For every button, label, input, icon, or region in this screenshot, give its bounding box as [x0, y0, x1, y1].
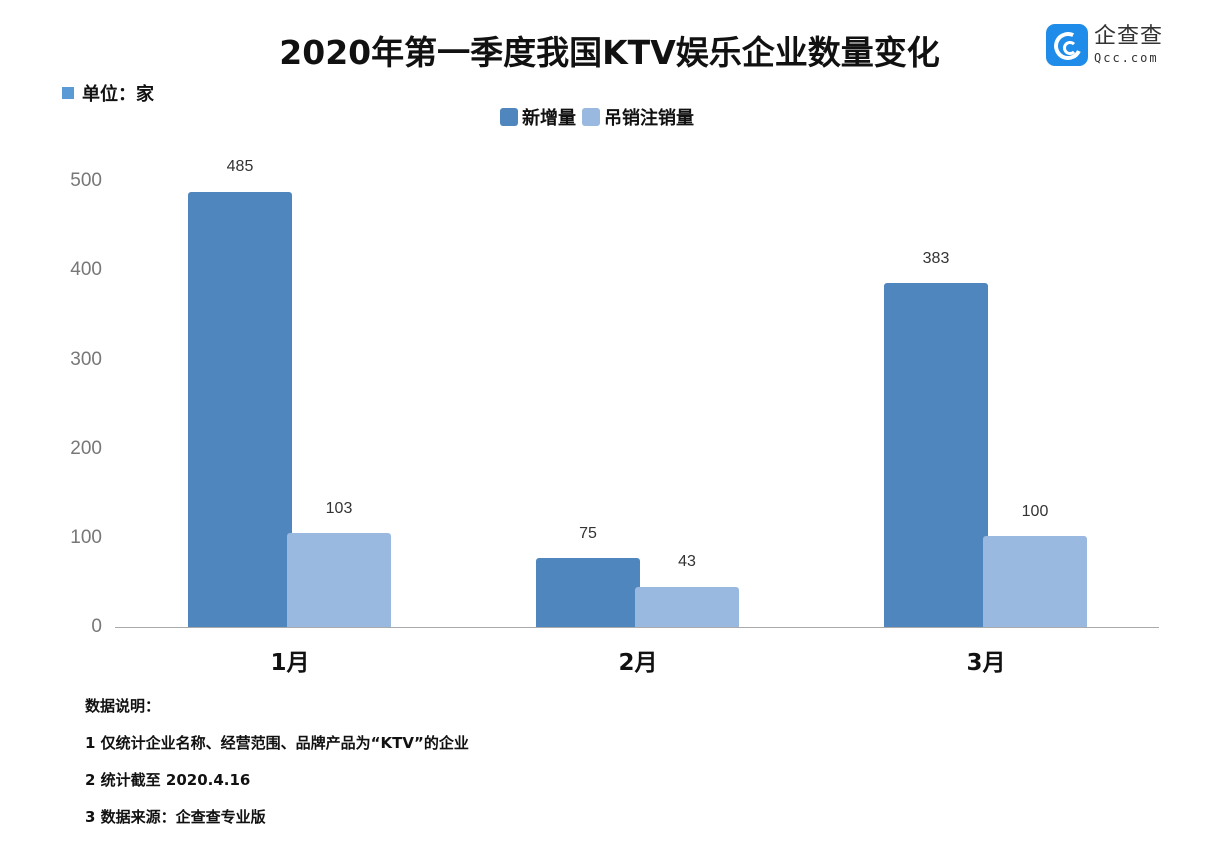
bar-mar-new — [884, 283, 988, 627]
legend-swatch-new — [500, 108, 518, 126]
chart-title: 2020年第一季度我国KTV娱乐企业数量变化 — [279, 33, 940, 72]
legend-item-new: 新增量 — [500, 104, 576, 130]
y-tick-400: 400 — [70, 259, 102, 280]
logo-cn-text: 企查查 — [1094, 24, 1164, 49]
note-item: 3 数据来源：企查查专业版 — [85, 808, 266, 826]
legend-item-revoked: 吊销注销量 — [582, 104, 694, 130]
unit-square-icon — [62, 87, 74, 99]
note-item: 2 统计截至 2020.4.16 — [85, 771, 251, 789]
qcc-logo: 企查查 Qcc.com — [1046, 24, 1163, 66]
y-tick-200: 200 — [70, 438, 102, 459]
label-feb-revoked: 43 — [678, 553, 696, 570]
bar-mar-revoked — [983, 536, 1087, 627]
x-label-jan: 1月 — [270, 650, 310, 676]
bar-feb-revoked — [635, 587, 739, 627]
label-mar-revoked: 100 — [1021, 503, 1049, 520]
qcc-logo-icon — [1046, 24, 1088, 66]
legend-swatch-revoked — [582, 108, 600, 126]
data-notes: 数据说明： 1 仅统计企业名称、经营范围、品牌产品为“KTV”的企业 2 统计截… — [85, 695, 469, 843]
unit-label: 单位：家 — [62, 80, 154, 106]
label-jan-new: 485 — [226, 158, 254, 175]
x-axis-line — [115, 627, 1159, 628]
bar-jan-revoked — [287, 533, 391, 627]
label-mar-new: 383 — [922, 250, 950, 267]
y-tick-100: 100 — [70, 527, 102, 548]
x-label-feb: 2月 — [618, 650, 658, 676]
y-tick-500: 500 — [70, 170, 102, 191]
notes-heading: 数据说明： — [85, 697, 161, 715]
legend: 新增量 吊销注销量 — [500, 104, 700, 130]
y-tick-300: 300 — [70, 349, 102, 370]
note-item: 1 仅统计企业名称、经营范围、品牌产品为“KTV”的企业 — [85, 734, 469, 752]
label-jan-revoked: 103 — [325, 500, 353, 517]
logo-en-text: Qcc.com — [1094, 51, 1159, 65]
label-feb-new: 75 — [579, 525, 597, 542]
bar-jan-new — [188, 192, 292, 627]
bar-feb-new — [536, 558, 640, 627]
x-label-mar: 3月 — [966, 650, 1006, 676]
y-tick-0: 0 — [91, 616, 102, 637]
